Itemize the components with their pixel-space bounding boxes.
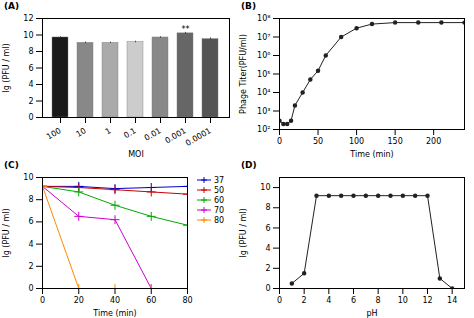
svg-text:10⁷: 10⁷ (257, 33, 270, 42)
svg-text:2: 2 (28, 97, 33, 106)
svg-text:10: 10 (260, 183, 270, 192)
svg-text:0: 0 (28, 284, 33, 293)
svg-text:10³: 10³ (257, 107, 270, 116)
html-text:37: 37 (214, 175, 225, 185)
svg-text:2: 2 (302, 296, 307, 305)
svg-text:lg (PFU / ml): lg (PFU / ml) (2, 208, 11, 257)
svg-text:0.01: 0.01 (143, 126, 163, 143)
svg-text:10⁵: 10⁵ (257, 70, 270, 79)
svg-text:0: 0 (277, 137, 282, 146)
svg-text:50: 50 (313, 137, 323, 146)
svg-text:2: 2 (265, 264, 270, 273)
svg-text:pH: pH (366, 309, 377, 318)
svg-text:0.1: 0.1 (122, 126, 138, 140)
html-text:(D): (D) (241, 160, 257, 170)
svg-text:150: 150 (387, 137, 402, 146)
svg-text:0: 0 (28, 113, 33, 122)
html-text:70: 70 (214, 205, 225, 215)
svg-text:10: 10 (398, 296, 408, 305)
svg-text:Phage Titer(PFU/ml): Phage Titer(PFU/ml) (239, 34, 248, 114)
svg-text:8: 8 (28, 47, 33, 56)
svg-text:MOI: MOI (128, 150, 144, 159)
svg-text:4: 4 (28, 80, 33, 89)
svg-text:40: 40 (110, 296, 120, 305)
svg-text:80: 80 (182, 296, 192, 305)
svg-text:100: 100 (349, 137, 364, 146)
html-text:50: 50 (214, 185, 225, 195)
html-text:(B): (B) (241, 1, 257, 11)
svg-text:12: 12 (422, 296, 432, 305)
svg-text:1: 1 (104, 126, 113, 136)
svg-text:100: 100 (45, 126, 63, 141)
svg-text:0.0001: 0.0001 (184, 126, 213, 148)
svg-text:**: ** (182, 25, 190, 34)
svg-text:6: 6 (351, 296, 356, 305)
svg-text:0.001: 0.001 (163, 126, 187, 145)
svg-text:6: 6 (28, 64, 33, 73)
svg-text:4: 4 (265, 244, 270, 253)
html-text:(A): (A) (4, 1, 20, 11)
svg-text:10²: 10² (257, 125, 270, 134)
svg-text:60: 60 (146, 296, 156, 305)
html-text:60: 60 (214, 195, 225, 205)
svg-text:10: 10 (23, 31, 33, 40)
html-text:80: 80 (214, 215, 225, 225)
svg-text:20: 20 (74, 296, 84, 305)
svg-text:200: 200 (426, 137, 441, 146)
svg-text:lg (PFU / ml): lg (PFU / ml) (2, 43, 11, 92)
svg-text:10⁶: 10⁶ (257, 51, 270, 60)
svg-text:8: 8 (28, 195, 33, 204)
svg-text:10⁴: 10⁴ (257, 88, 270, 97)
svg-text:6: 6 (28, 217, 33, 226)
svg-text:0: 0 (40, 296, 45, 305)
html-text:(C): (C) (4, 160, 19, 170)
svg-text:8: 8 (265, 203, 270, 212)
svg-text:8: 8 (376, 296, 381, 305)
svg-text:10: 10 (74, 126, 87, 139)
svg-text:Time (min): Time (min) (349, 150, 393, 159)
svg-text:Time (min): Time (min) (92, 309, 136, 318)
svg-text:12: 12 (23, 14, 33, 23)
svg-text:2: 2 (28, 262, 33, 271)
svg-text:6: 6 (265, 224, 270, 233)
svg-text:0: 0 (265, 284, 270, 293)
svg-text:10: 10 (23, 173, 33, 182)
svg-text:0: 0 (277, 296, 282, 305)
svg-text:14: 14 (447, 296, 457, 305)
svg-text:4: 4 (326, 296, 331, 305)
svg-text:10⁸: 10⁸ (257, 14, 270, 23)
svg-text:lg (PFU / ml): lg (PFU / ml) (239, 208, 248, 257)
svg-text:4: 4 (28, 240, 33, 249)
